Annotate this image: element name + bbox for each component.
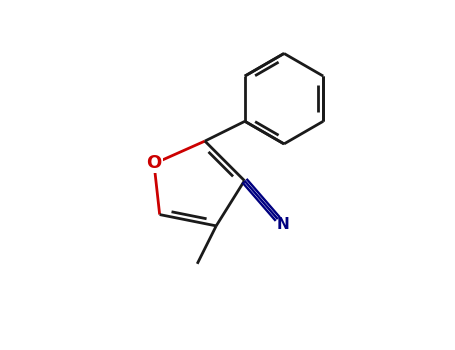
Text: N: N [276,217,289,232]
Text: O: O [147,154,162,172]
